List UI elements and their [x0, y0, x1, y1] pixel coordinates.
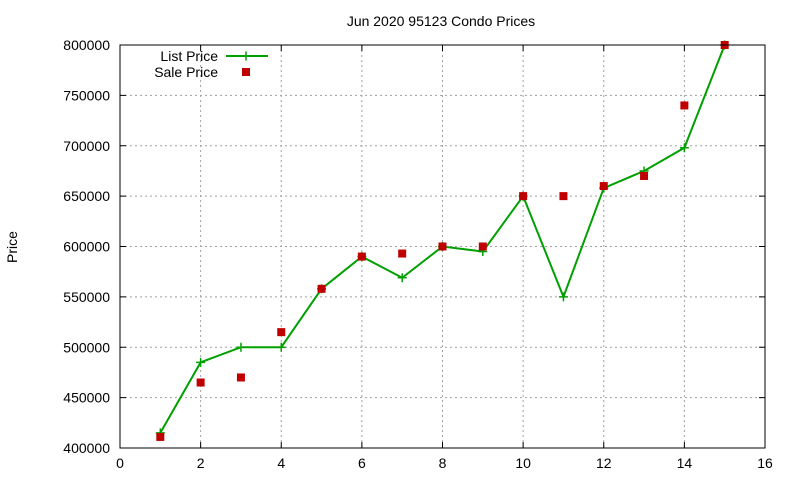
y-axis-label: Price [4, 231, 20, 263]
y-tick-label: 700000 [63, 138, 110, 154]
x-tick-label: 0 [116, 455, 124, 471]
chart-title: Jun 2020 95123 Condo Prices [347, 13, 535, 29]
list-price-point [397, 273, 407, 283]
sale-price-point [277, 328, 286, 337]
sale-price-point [438, 242, 447, 251]
y-tick-label: 400000 [63, 440, 110, 456]
plot-frame [119, 44, 766, 449]
axis-ticks: 0 2 4 6 8 10 12 14 16 400000 450000 500000 550000 600… [63, 37, 773, 471]
y-tick-label: 600000 [63, 239, 110, 255]
list-price-point [196, 357, 206, 367]
y-tick-label: 750000 [63, 87, 110, 103]
list-price-point [236, 342, 246, 352]
legend-square-swatch [242, 68, 250, 76]
sale-price-point [156, 432, 165, 441]
legend-label: Sale Price [154, 64, 218, 80]
sale-price-point [236, 373, 245, 382]
x-tick-label: 2 [197, 455, 205, 471]
sale-price-point [519, 192, 528, 201]
sale-price-point [398, 249, 407, 258]
series-layer [155, 40, 730, 441]
y-tick-label: 500000 [63, 339, 110, 355]
sale-price-point [317, 284, 326, 293]
sale-price-point [599, 182, 608, 191]
list-price-point [276, 342, 286, 352]
x-tick-label: 12 [596, 455, 612, 471]
y-tick-label: 800000 [63, 37, 110, 53]
x-tick-label: 10 [515, 455, 531, 471]
sale-price-point [640, 171, 649, 180]
x-tick-label: 14 [677, 455, 693, 471]
y-tick-label: 550000 [63, 289, 110, 305]
list-price-point [558, 292, 568, 302]
list-price-point [679, 143, 689, 153]
sale-price-point [357, 252, 366, 261]
x-tick-label: 4 [277, 455, 285, 471]
x-tick-label: 6 [358, 455, 366, 471]
legend-label: List Price [160, 48, 218, 64]
sale-price-point [559, 192, 568, 201]
x-tick-label: 8 [439, 455, 447, 471]
y-tick-label: 450000 [63, 390, 110, 406]
list-price-point [241, 51, 251, 61]
y-tick-label: 650000 [63, 188, 110, 204]
sale-price-point [478, 242, 487, 251]
x-tick-label: 16 [757, 455, 773, 471]
sale-price-point [196, 378, 205, 387]
list-price-line [159, 44, 726, 434]
sale-price-point [680, 101, 689, 110]
